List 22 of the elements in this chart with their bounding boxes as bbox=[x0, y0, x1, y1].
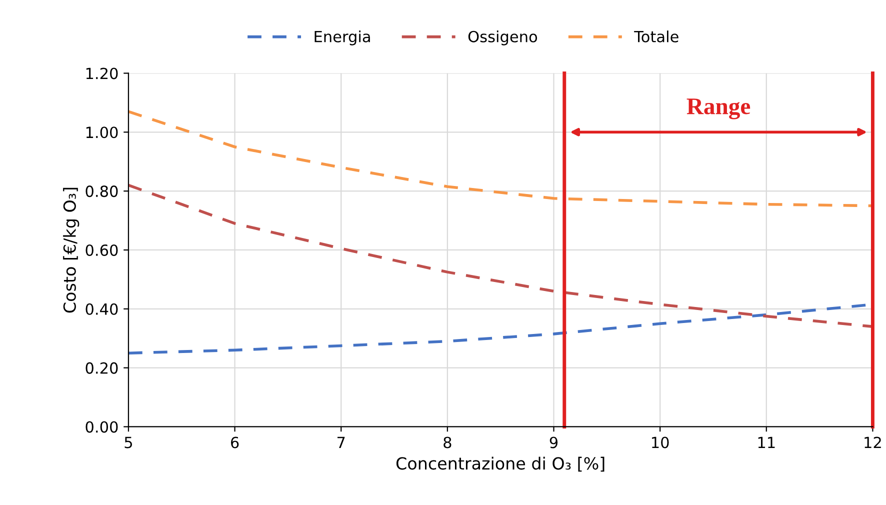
x-tick-label: 5 bbox=[124, 436, 132, 448]
line-series bbox=[128, 184, 873, 328]
x-axis-title: Concentrazione di O₃ [%] bbox=[396, 456, 604, 472]
y-tick-label: 0.80 bbox=[86, 186, 118, 198]
x-tick-label: 12 bbox=[864, 436, 881, 448]
y-axis-title: Costo [€/kg O₃] bbox=[63, 188, 80, 313]
y-tick-label: 0.40 bbox=[86, 303, 118, 315]
y-tick-label: 0.60 bbox=[86, 244, 118, 256]
x-tick-label: 6 bbox=[230, 436, 239, 448]
x-tick-label: 11 bbox=[758, 436, 775, 448]
y-tick-label: 0.00 bbox=[86, 421, 118, 433]
x-tick-label: 8 bbox=[444, 436, 452, 448]
x-tick-label: 7 bbox=[338, 436, 345, 448]
annotation: Range bbox=[686, 98, 750, 120]
y-tick-label: 1.00 bbox=[86, 126, 118, 138]
x-tick-label: 10 bbox=[652, 436, 669, 448]
legend-label: Energia bbox=[314, 30, 370, 46]
y-tick-label: 0.20 bbox=[86, 362, 118, 374]
legend-label: Ossigeno bbox=[468, 30, 538, 46]
x-tick-label: 9 bbox=[550, 436, 558, 448]
y-tick-label: 1.20 bbox=[86, 68, 118, 80]
legend-label: Totale bbox=[634, 30, 678, 42]
